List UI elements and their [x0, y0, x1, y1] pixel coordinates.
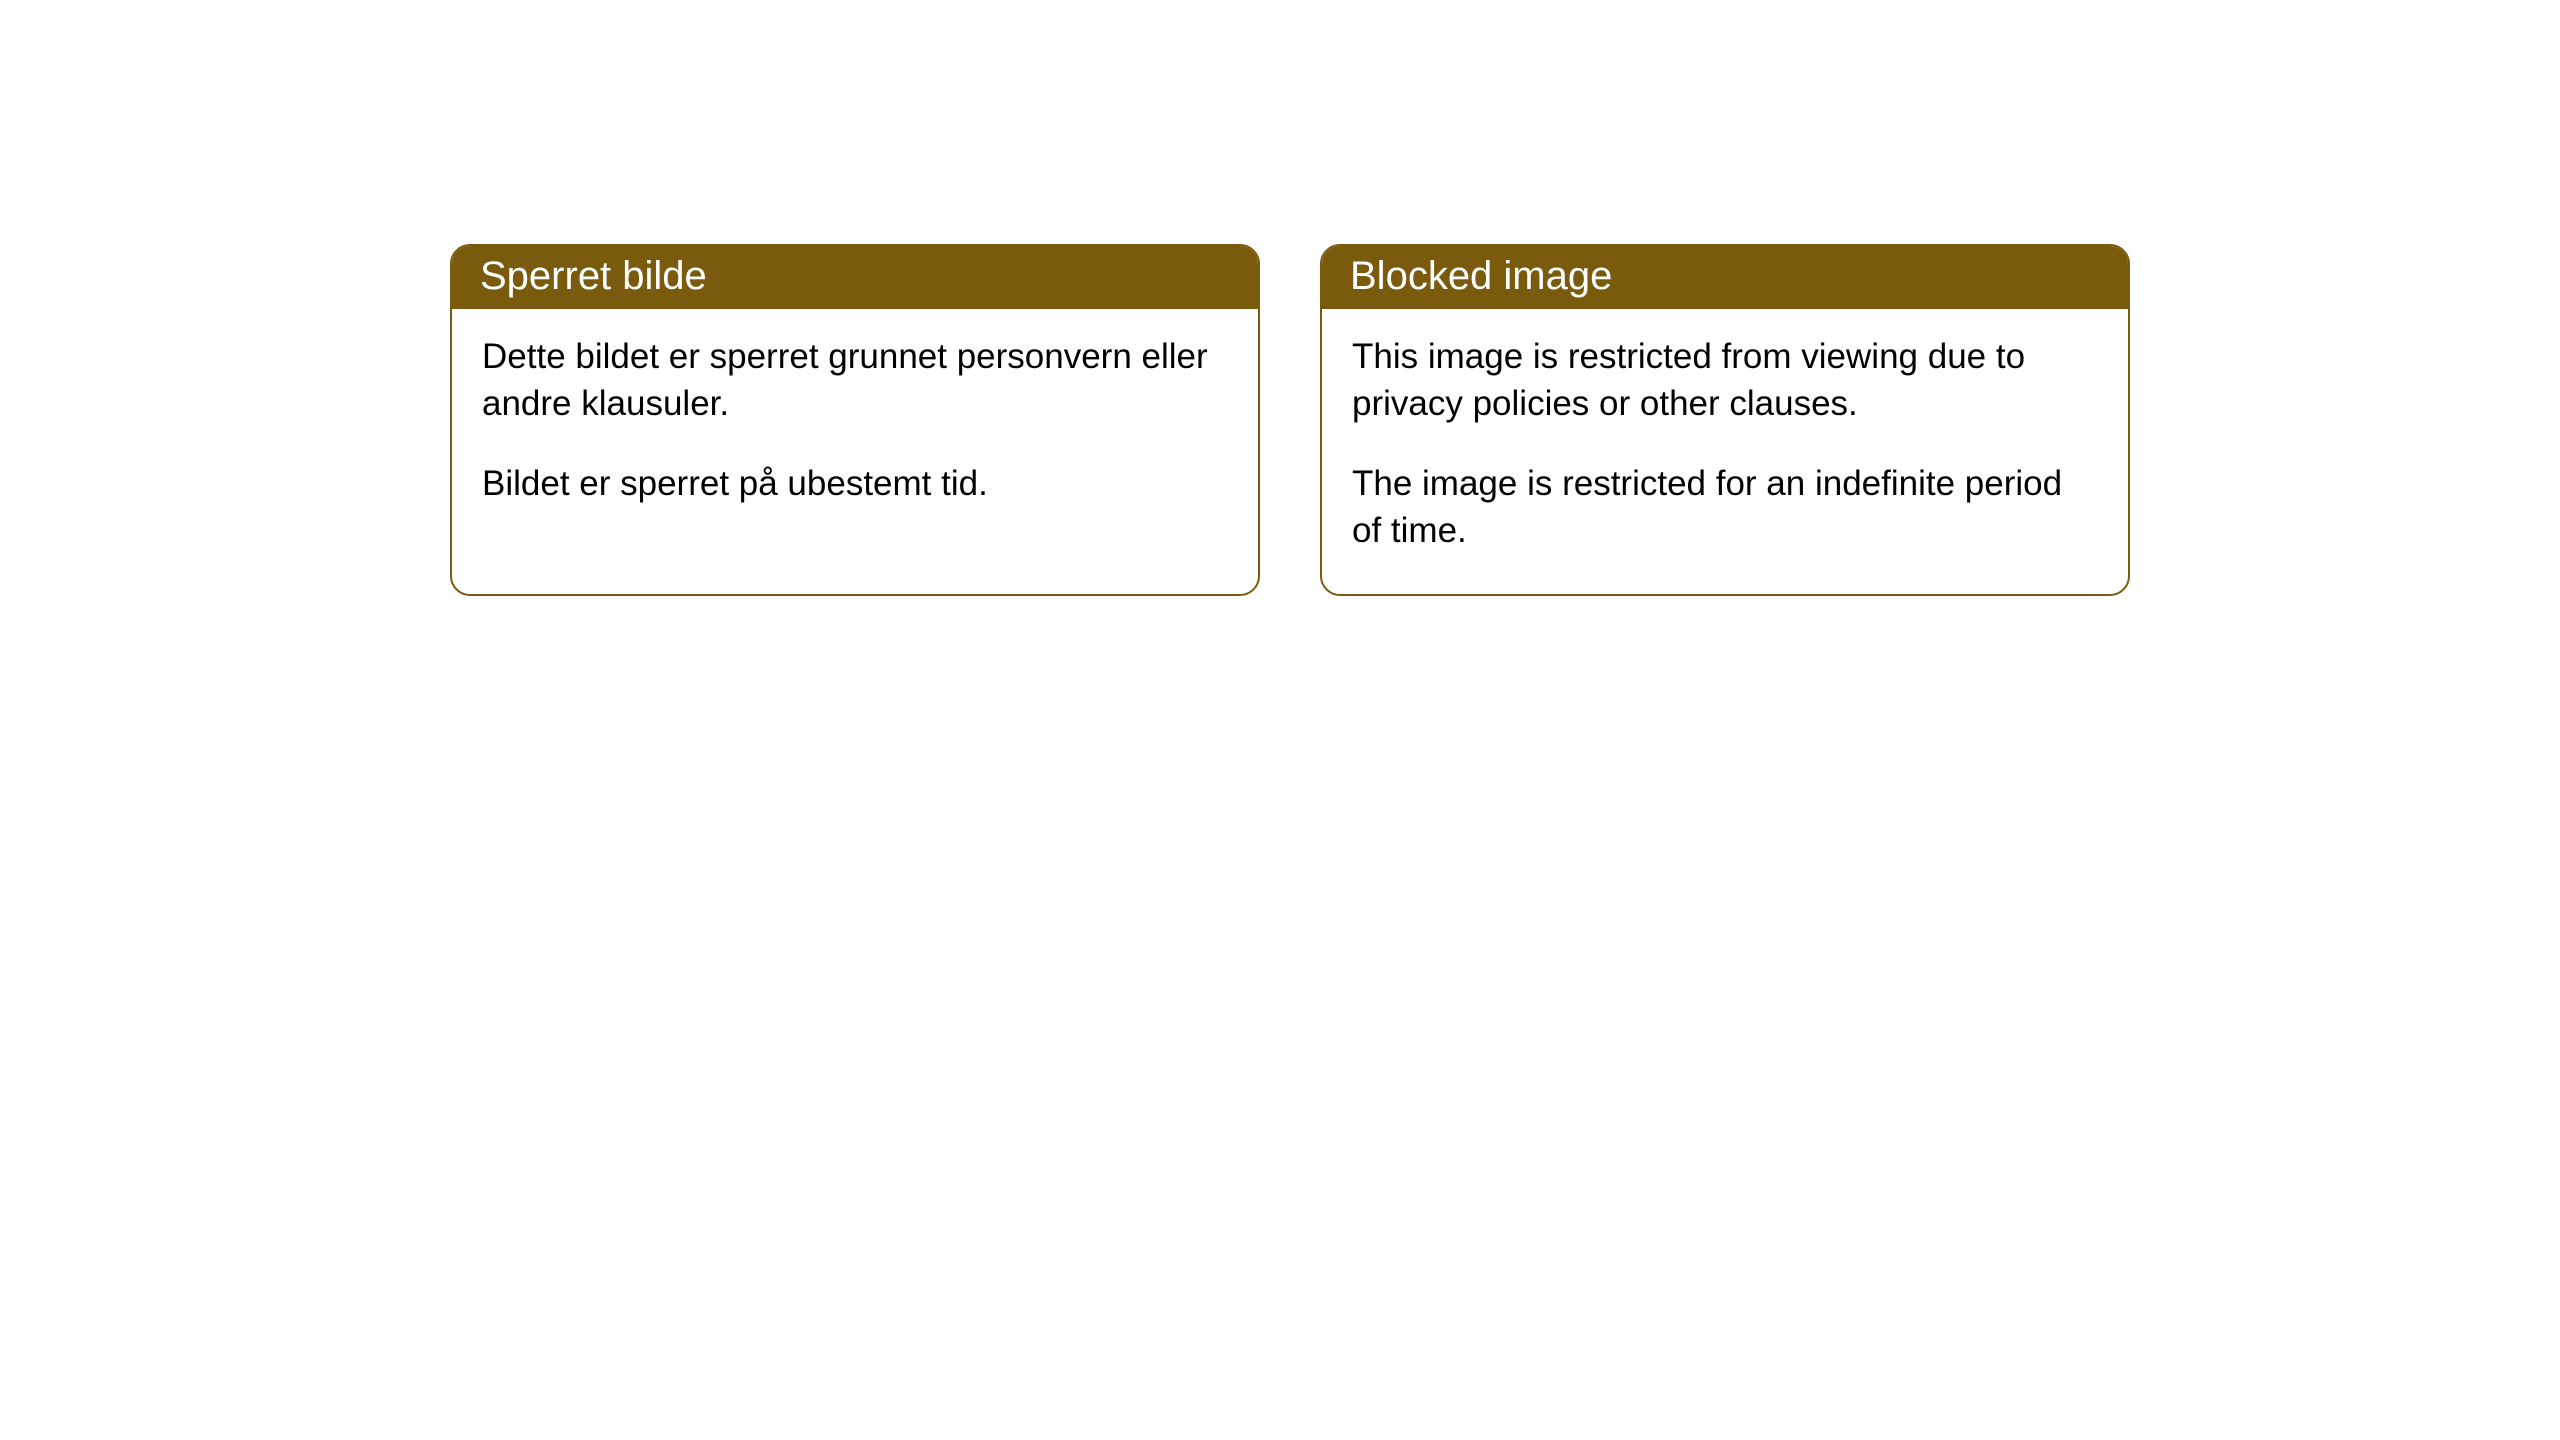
notice-card-english: Blocked image This image is restricted f… [1320, 244, 2130, 596]
notice-paragraph: The image is restricted for an indefinit… [1352, 460, 2098, 555]
notice-body: Dette bildet er sperret grunnet personve… [452, 309, 1258, 547]
notice-header: Sperret bilde [452, 246, 1258, 309]
notice-card-norwegian: Sperret bilde Dette bildet er sperret gr… [450, 244, 1260, 596]
notice-body: This image is restricted from viewing du… [1322, 309, 2128, 594]
notice-paragraph: This image is restricted from viewing du… [1352, 333, 2098, 428]
notice-container: Sperret bilde Dette bildet er sperret gr… [0, 0, 2560, 596]
notice-header: Blocked image [1322, 246, 2128, 309]
notice-paragraph: Dette bildet er sperret grunnet personve… [482, 333, 1228, 428]
notice-paragraph: Bildet er sperret på ubestemt tid. [482, 460, 1228, 507]
